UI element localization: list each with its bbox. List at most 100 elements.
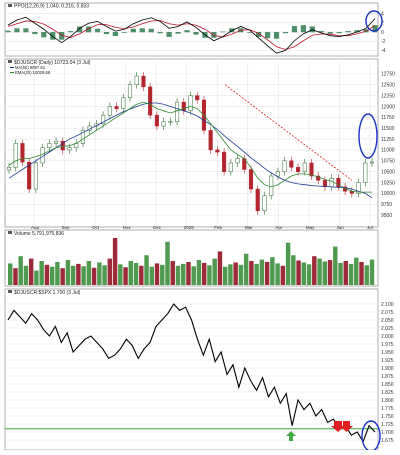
candle-body	[363, 162, 368, 183]
ppo-histogram-bar	[85, 26, 92, 33]
panel-handle-icon[interactable]	[8, 290, 12, 293]
ppo-histogram-bar	[14, 28, 20, 33]
y-tick-label: 11750	[381, 115, 395, 121]
volume-panel: Volume 5,791,975,836	[4, 229, 379, 287]
volume-bar	[270, 257, 275, 285]
y-tick-label: 1.900	[381, 366, 394, 372]
candle-body	[322, 180, 327, 188]
ppo-histogram-bar	[318, 31, 324, 33]
y-tick-label: 9750	[381, 202, 392, 208]
y-tick-label: 1.975	[381, 342, 394, 348]
candle-body	[181, 101, 186, 112]
volume-bar	[23, 265, 29, 285]
ppo-histogram-bar	[300, 25, 306, 33]
y-tick-label: -4	[381, 48, 386, 54]
candle-body	[208, 130, 213, 151]
volume-bar	[18, 256, 23, 285]
ppo-histogram-bar	[139, 28, 145, 33]
volume-bar	[123, 267, 128, 285]
ppo-histogram-bar	[77, 26, 83, 33]
candle-body	[168, 121, 173, 123]
y-tick-label: 1.875	[381, 374, 394, 380]
candle-body	[134, 75, 139, 85]
candle-body	[235, 158, 240, 164]
volume-bar	[354, 257, 359, 285]
y-tick-label: 9500	[381, 213, 392, 219]
x-tick-label: Feb	[214, 225, 222, 230]
volume-bar	[70, 265, 76, 285]
volume-bar	[118, 264, 123, 285]
x-tick-label: Dec	[153, 225, 162, 230]
ppo-histogram-bar	[166, 32, 172, 37]
volume-bar	[175, 265, 181, 285]
volume-bar	[8, 263, 13, 285]
volume-bar	[359, 261, 364, 285]
volume-bar	[107, 258, 113, 285]
ppo-histogram-bar	[121, 32, 127, 33]
candle-body	[222, 151, 227, 172]
candle-body	[289, 160, 294, 168]
y-tick-label: 2.025	[381, 326, 394, 332]
y-tick-label: 4	[381, 11, 384, 17]
volume-bar	[55, 261, 60, 285]
candle-body	[148, 86, 153, 116]
y-tick-label: 12500	[381, 83, 395, 89]
volume-bar	[97, 262, 102, 285]
y-tick-label: 11500	[381, 126, 395, 132]
panel-handle-icon[interactable]	[8, 4, 12, 7]
ppo-histogram-bar	[94, 28, 101, 33]
ema20-legend: EMA(20) 10029.69	[15, 70, 51, 75]
y-tick-label: 1.950	[381, 350, 394, 356]
ppo-histogram-bar	[148, 28, 154, 33]
y-tick-label: 10250	[381, 180, 395, 186]
y-tick-label: 2	[381, 21, 384, 27]
volume-bar	[44, 264, 50, 285]
volume-bar	[201, 262, 207, 285]
candle-body	[215, 149, 220, 153]
candle-body	[13, 143, 18, 168]
ppo-histogram-bar	[282, 32, 289, 34]
candle-body	[188, 95, 193, 112]
volume-bar	[233, 262, 238, 285]
y-tick-label: 11000	[381, 148, 395, 154]
ppo-histogram-bar	[32, 32, 38, 35]
candle-body	[141, 75, 146, 88]
candle-body	[80, 130, 85, 144]
price-panel: 12750 12500 12250 12000 11750 11500 11250 11000…	[4, 58, 395, 230]
volume-bar	[196, 260, 202, 285]
x-tick-label: Oct	[92, 225, 100, 230]
volume-bar	[49, 266, 55, 285]
x-tick-label: Sep	[62, 225, 71, 230]
x-tick-label: Mar	[245, 225, 253, 230]
ppo-histogram-bar	[354, 30, 360, 33]
volume-bar	[301, 262, 307, 285]
x-tick-label: Jul	[367, 225, 373, 230]
volume-bar	[181, 263, 186, 285]
ppo-histogram-bar	[264, 32, 271, 39]
ppo-histogram-bar	[41, 32, 47, 38]
volume-bar	[28, 258, 34, 285]
volume-bar	[312, 256, 317, 285]
ppo-panel: 4 2 0 -2 -4 PPO(12,26,9) 1.040, 0.216, 0.833	[4, 2, 386, 57]
volume-bar	[60, 268, 65, 285]
panel-handle-icon[interactable]	[8, 60, 12, 63]
candle-body	[27, 161, 32, 190]
volume-bar	[327, 260, 333, 285]
y-tick-label: 1.825	[381, 390, 394, 396]
candle-body	[329, 177, 334, 188]
ppo-histogram-bar	[5, 30, 11, 33]
y-tick-label: 1.725	[381, 422, 394, 428]
volume-bar	[243, 253, 249, 285]
y-tick-label: 1.750	[381, 414, 394, 420]
x-tick-label: May	[306, 225, 315, 230]
volume-bar	[254, 263, 259, 285]
candle-body	[175, 101, 180, 122]
panel-handle-icon[interactable]	[8, 231, 12, 234]
candle-body	[248, 169, 254, 190]
volume-bar	[13, 268, 18, 285]
volume-bar	[149, 266, 154, 285]
volume-bar	[348, 263, 354, 285]
volume-bar	[217, 251, 223, 285]
y-tick-label: 11250	[381, 137, 395, 143]
